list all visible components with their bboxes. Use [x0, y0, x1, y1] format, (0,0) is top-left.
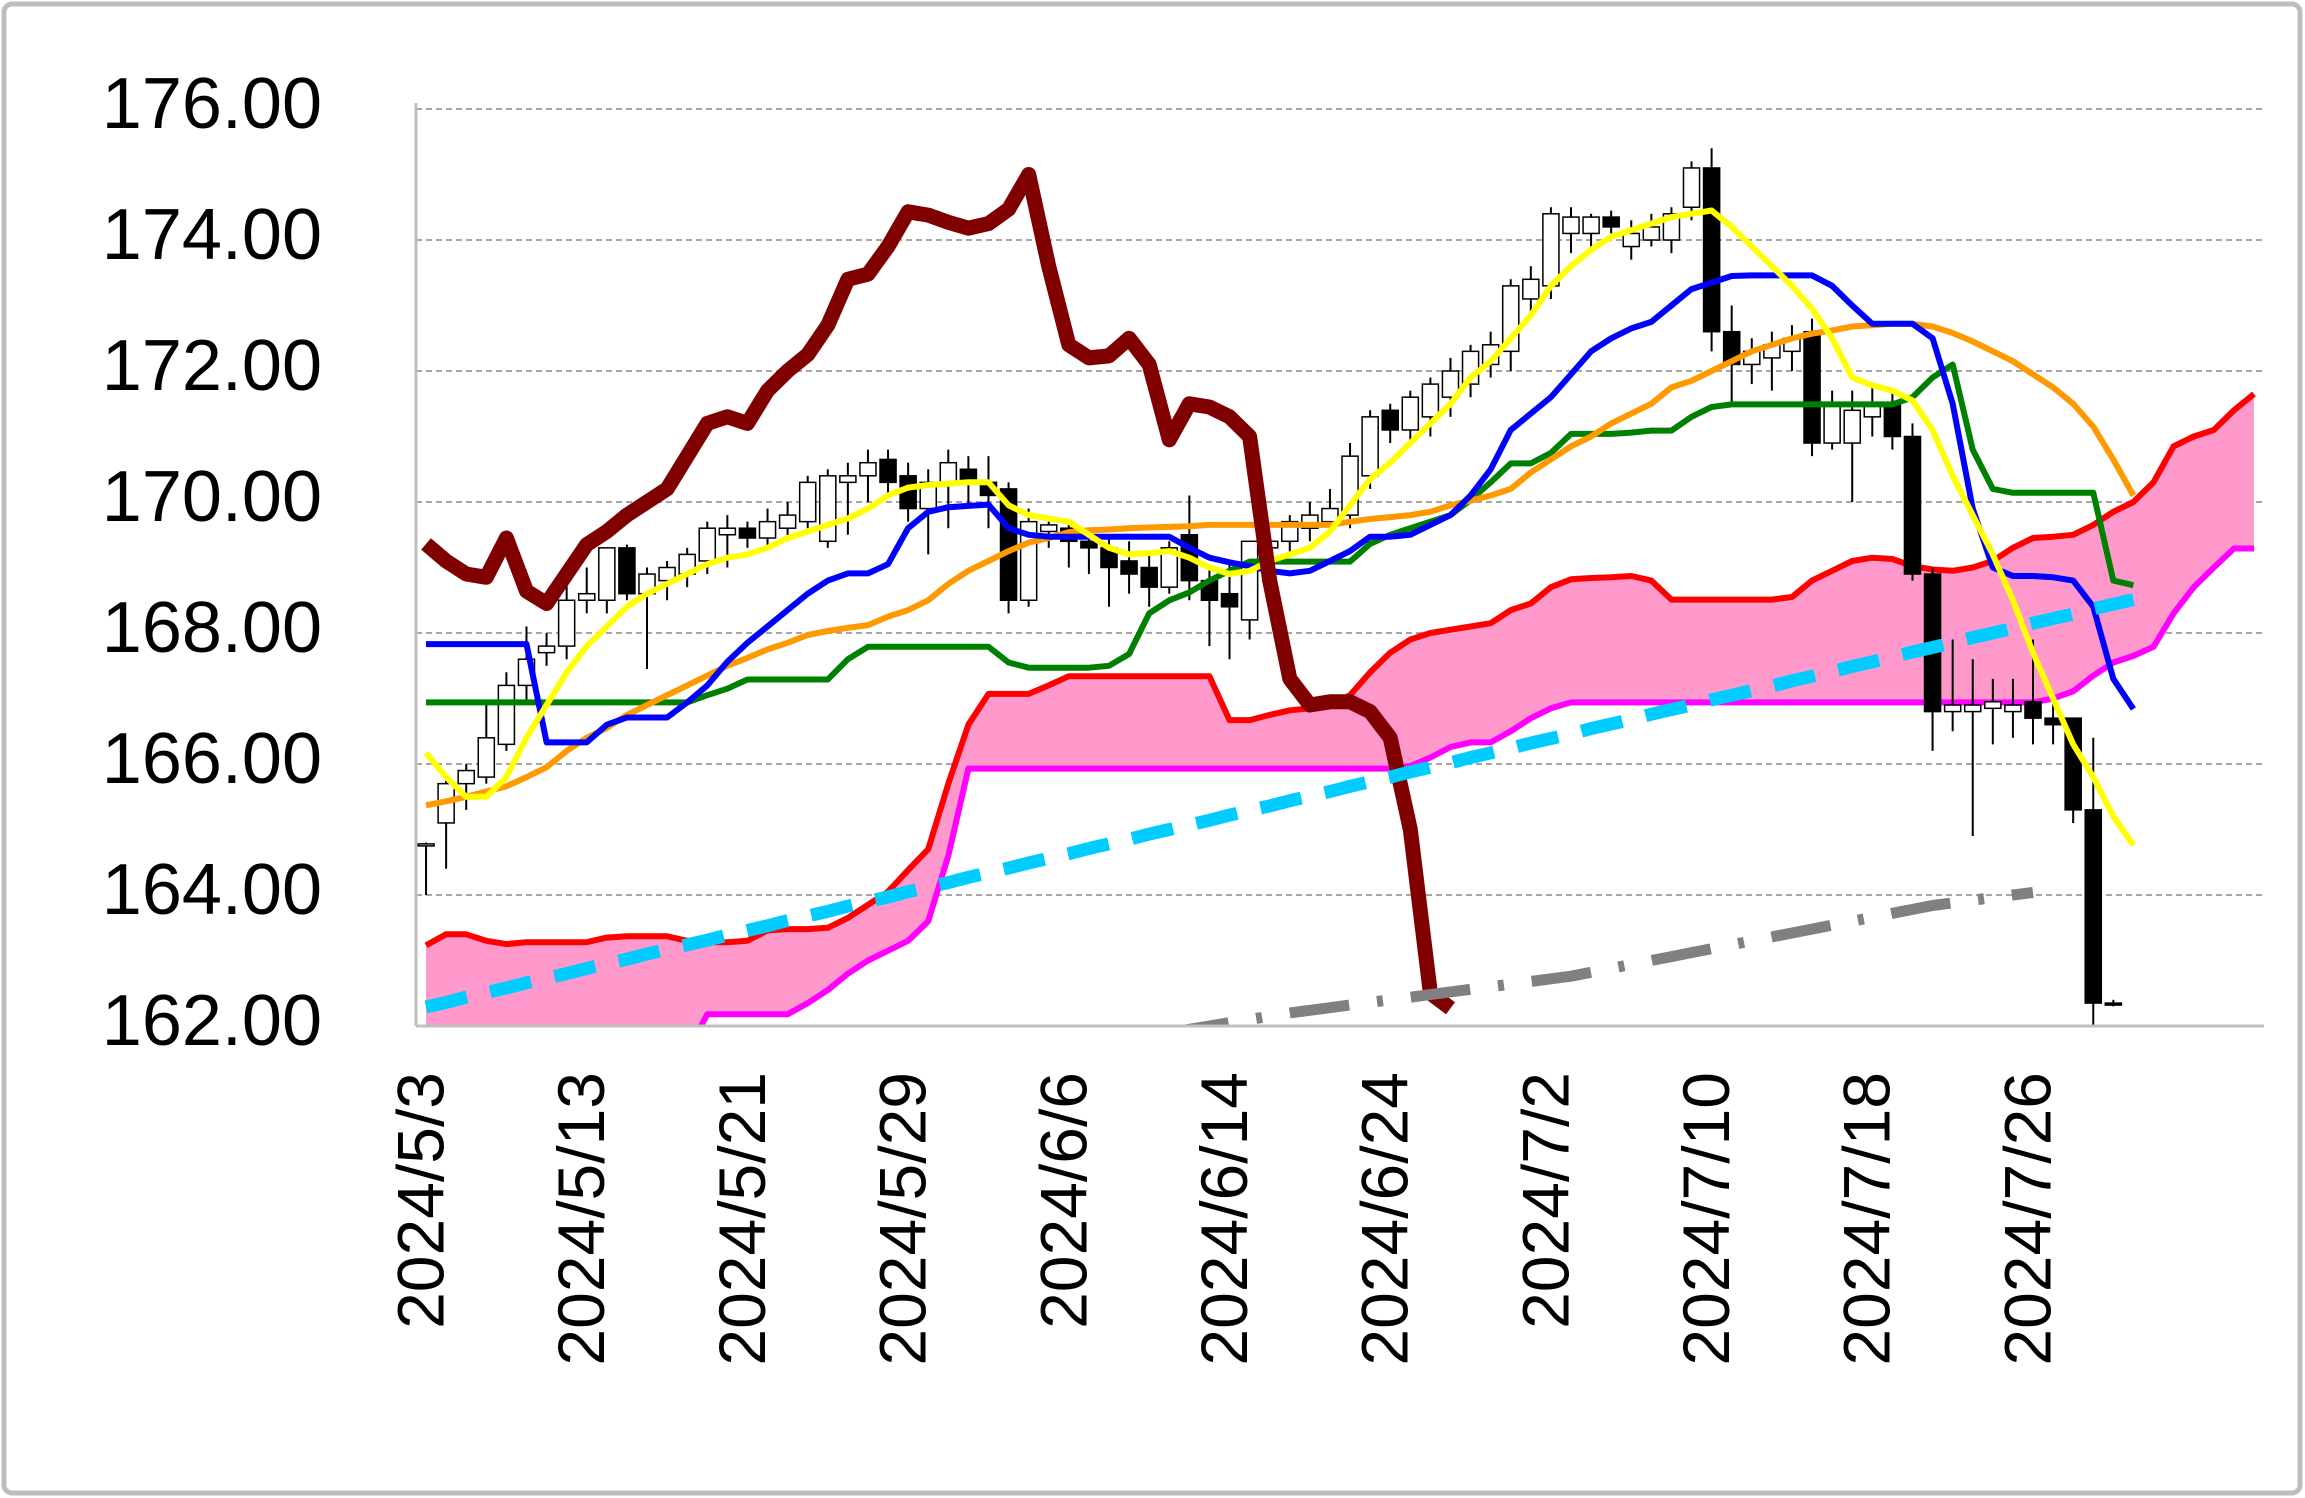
y-tick-label: 172.00: [102, 326, 322, 406]
candle-body: [1562, 216, 1580, 235]
candle-body: [1582, 216, 1600, 235]
candle-body: [1622, 232, 1641, 248]
candle-body: [1039, 524, 1058, 533]
x-tick-label: 2024/7/26: [1990, 1072, 2064, 1366]
candle-body: [417, 843, 435, 847]
candle-body: [577, 592, 596, 602]
y-tick-label: 162.00: [102, 981, 322, 1061]
candle-body: [1321, 507, 1339, 523]
candle-body: [1381, 409, 1400, 431]
candle-body: [1642, 226, 1661, 241]
x-tick-label: 2024/6/14: [1187, 1072, 1261, 1366]
line-series: [697, 545, 2254, 1026]
candle-body: [798, 481, 817, 523]
x-tick-label: 2024/7/10: [1669, 1072, 1743, 1366]
candle-body: [2084, 809, 2103, 1004]
candle-body: [2024, 701, 2042, 719]
y-tick-label: 166.00: [102, 719, 322, 799]
line-series: [426, 361, 2135, 706]
candle-body: [778, 514, 797, 529]
candle-body: [1401, 396, 1420, 431]
x-tick-label: 2024/6/24: [1348, 1072, 1422, 1366]
line-series: [425, 320, 2137, 809]
candle-body: [1984, 701, 2002, 710]
candle-body: [738, 527, 757, 539]
x-tick-label: 2024/6/6: [1026, 1072, 1100, 1329]
candle-body: [2104, 1002, 2123, 1006]
candle-body: [1441, 370, 1460, 398]
candle-body: [598, 547, 616, 601]
candle-body: [1602, 216, 1620, 228]
candle-body: [818, 475, 837, 543]
x-tick-label: 2024/5/21: [705, 1072, 779, 1366]
candle-body: [1803, 330, 1821, 444]
candle-body: [859, 461, 877, 477]
line-series: [423, 207, 2136, 847]
line-series: [421, 167, 1455, 1015]
line-series: [424, 593, 2135, 1014]
axes: 162.00 164.00 166.00 168.00 170.00 172.00 174.…: [102, 64, 2264, 1366]
candle-body: [1080, 540, 1098, 549]
candle-body: [1542, 213, 1560, 287]
candle-body: [1140, 566, 1158, 588]
candle-body: [537, 645, 556, 654]
candle-body: [1361, 416, 1379, 477]
candle-body: [477, 737, 496, 778]
candle-body: [1903, 435, 1922, 575]
y-tick-label: 176.00: [102, 64, 322, 144]
candle-body: [939, 461, 958, 484]
y-tick-label: 168.00: [102, 588, 322, 668]
candle-body: [758, 520, 777, 539]
candle-body: [557, 599, 576, 647]
candle-body: [1883, 403, 1902, 438]
y-tick-label: 164.00: [102, 850, 322, 930]
candle-body: [1843, 409, 1862, 444]
plot-area: [417, 148, 2256, 1026]
candle-body: [1160, 547, 1179, 588]
candle-body: [1823, 403, 1841, 444]
candle-body: [879, 458, 897, 484]
candle-body: [1120, 560, 1138, 575]
candle-body: [1220, 592, 1239, 608]
line-series: [1175, 886, 2034, 1026]
candle-body: [2044, 717, 2062, 726]
candle-body: [839, 475, 857, 484]
candle-body: [698, 527, 717, 562]
candle-body: [457, 769, 476, 785]
candle-body: [1682, 167, 1701, 208]
x-tick-label: 2024/7/18: [1830, 1072, 1904, 1366]
candle-body: [1240, 540, 1259, 621]
x-tick-label: 2024/5/3: [383, 1072, 457, 1329]
candle-body: [1943, 704, 1962, 713]
candle-body: [497, 684, 516, 746]
y-tick-label: 174.00: [102, 195, 322, 275]
x-tick-label: 2024/7/2: [1508, 1072, 1582, 1329]
x-tick-label: 2024/5/29: [866, 1072, 940, 1366]
candle-body: [1421, 383, 1440, 418]
line-series: [426, 272, 2136, 746]
candle-body: [1522, 278, 1540, 300]
x-tick-label: 2024/5/13: [544, 1072, 618, 1366]
candle-body: [2004, 704, 2022, 713]
cloud: [426, 393, 2254, 1026]
y-tick-label: 170.00: [102, 457, 322, 537]
candle-body: [1963, 704, 1982, 713]
candle-body: [618, 547, 636, 595]
candle-body: [1702, 167, 1721, 333]
candle-body: [718, 527, 737, 536]
